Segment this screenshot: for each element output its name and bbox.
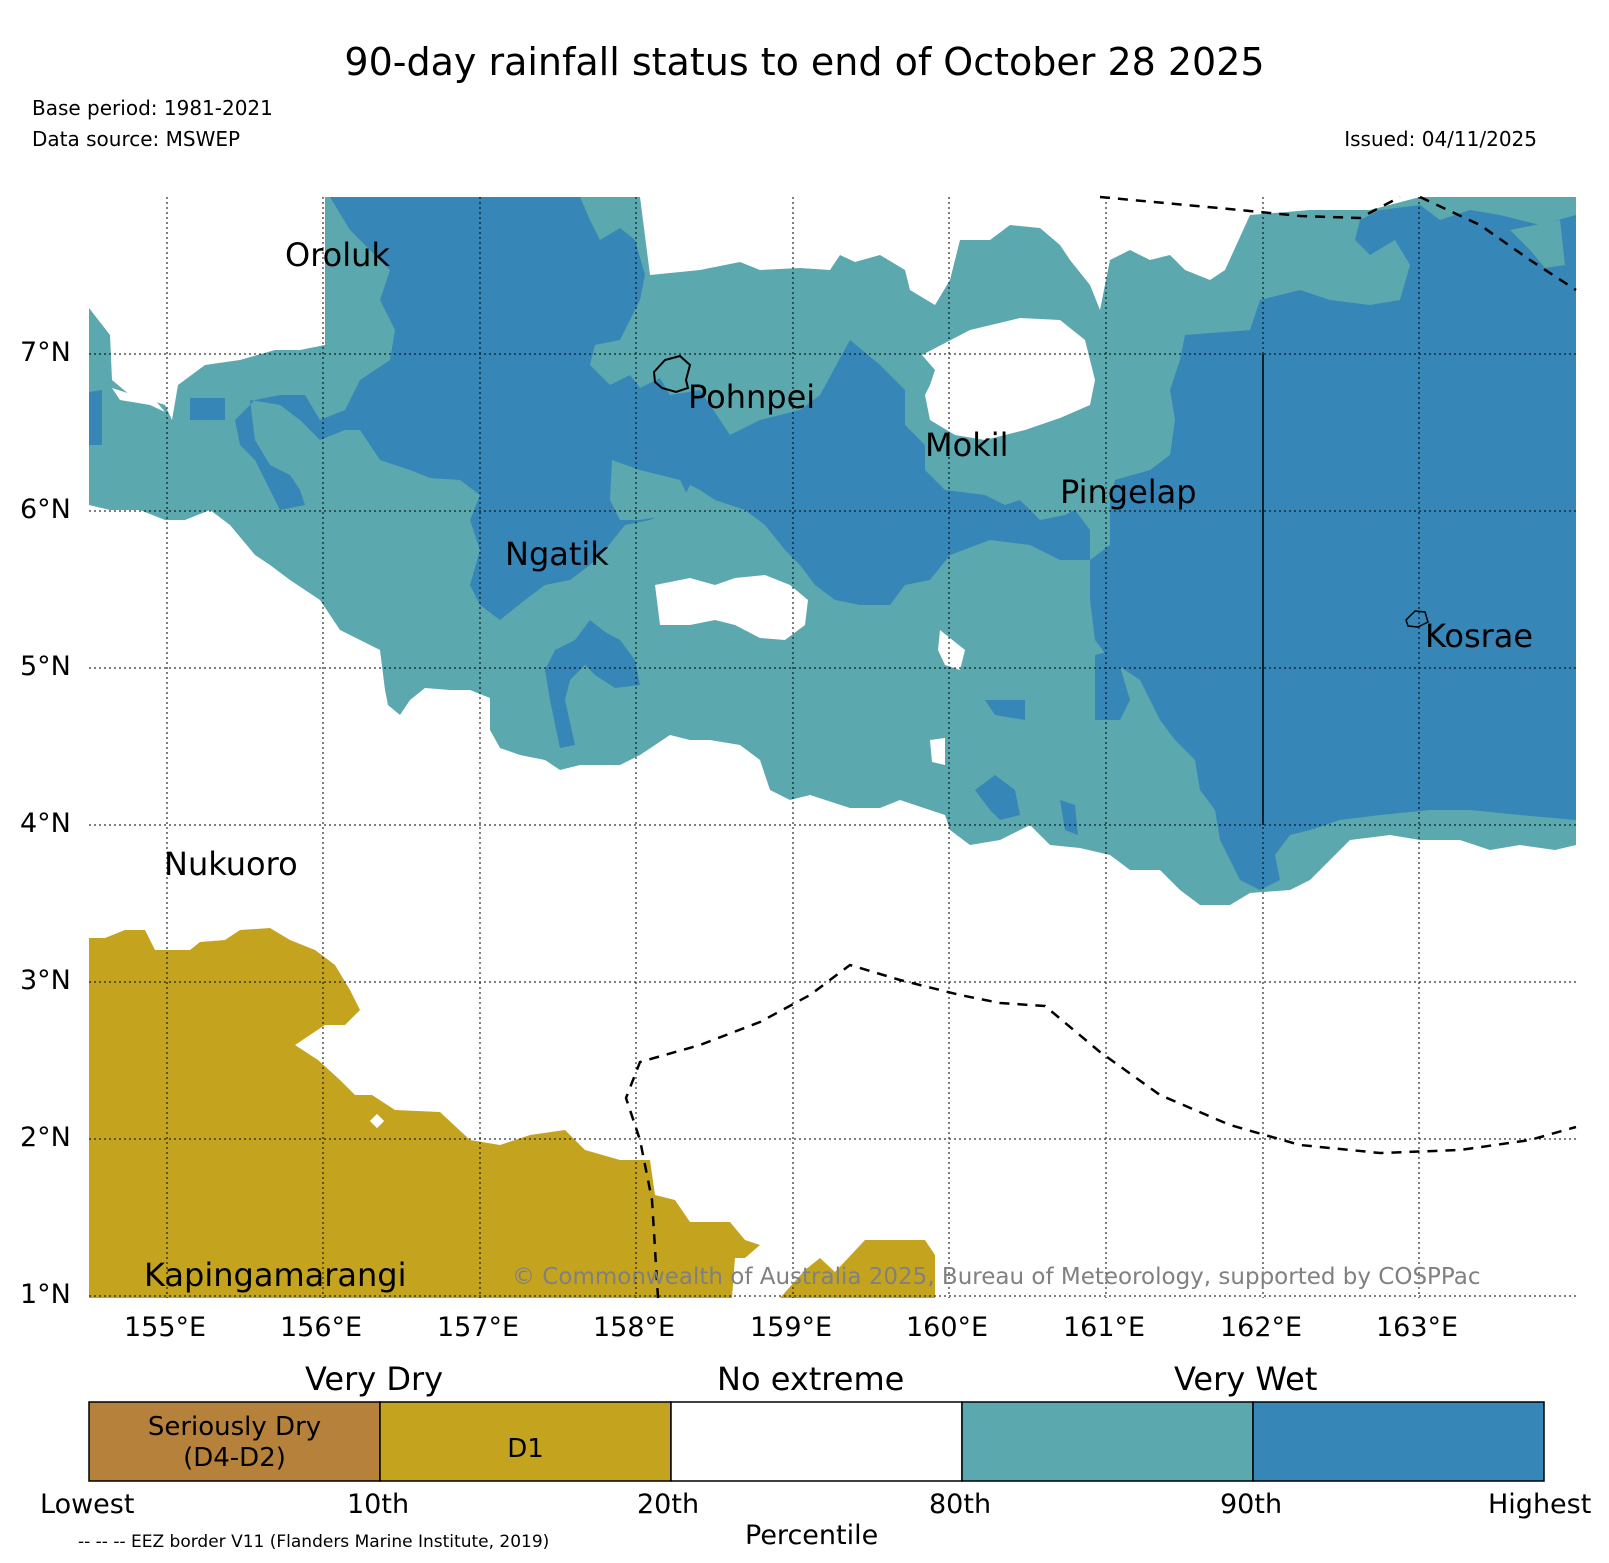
eez-border [624, 195, 1577, 1299]
lat-label: 6°N [20, 494, 71, 525]
lat-label: 7°N [20, 337, 71, 368]
copyright-notice: © Commonwealth of Australia 2025, Bureau… [512, 1264, 1481, 1290]
dry-d1-region-east [780, 1240, 935, 1298]
legend-heading-very-dry: Very Dry [305, 1360, 444, 1398]
legend-colorbar [88, 1401, 1545, 1482]
lat-label: 1°N [20, 1279, 71, 1310]
lon-label: 163°E [1376, 1312, 1459, 1343]
lon-label: 161°E [1063, 1312, 1146, 1343]
legend-box-label: Seriously Dry [147, 1412, 322, 1442]
legend-heading-very-wet: Very Wet [1174, 1360, 1318, 1398]
legend-box-80th-90th [961, 1401, 1254, 1482]
lon-label: 160°E [906, 1312, 989, 1343]
base-period: Base period: 1981-2021 [32, 96, 273, 120]
legend-tick: 10th [347, 1489, 410, 1520]
place-label-oroluk: Oroluk [285, 236, 390, 274]
legend-box-no-extreme [670, 1401, 963, 1482]
legend-box-d1 [379, 1401, 672, 1482]
legend-box-label: D1 [507, 1434, 544, 1464]
map-title: 90-day rainfall status to end of October… [344, 40, 1265, 84]
rainfall-layers [89, 197, 1576, 1298]
wet-90-region-east [1090, 205, 1576, 890]
place-label-pingelap: Pingelap [1060, 473, 1197, 511]
kosrae-island-outline [1405, 610, 1429, 628]
lon-label: 156°E [280, 1312, 363, 1343]
place-label-ngatik: Ngatik [505, 535, 609, 573]
legend-axis-label: Percentile [745, 1520, 879, 1551]
eez-note: -- -- -- EEZ border V11 (Flanders Marine… [78, 1532, 550, 1552]
place-label-kapingamarangi: Kapingamarangi [144, 1256, 407, 1294]
data-source: Data source: MSWEP [32, 127, 241, 151]
lon-label: 157°E [437, 1312, 520, 1343]
place-label-pohnpei: Pohnpei [688, 378, 816, 416]
place-label-kosrae: Kosrae [1425, 617, 1534, 655]
legend-tick: 80th [929, 1489, 992, 1520]
lon-label: 158°E [593, 1312, 676, 1343]
legend-heading-no-extreme: No extreme [717, 1360, 905, 1398]
place-label-nukuoro: Nukuoro [164, 845, 298, 883]
legend-box-90th-highest [1252, 1401, 1545, 1482]
lon-label: 162°E [1220, 1312, 1303, 1343]
lat-label: 2°N [20, 1122, 71, 1153]
lat-label: 3°N [20, 965, 71, 996]
legend-box-seriously-dry [88, 1401, 381, 1482]
legend-tick: 90th [1220, 1489, 1283, 1520]
issued-date: Issued: 04/11/2025 [1344, 127, 1537, 151]
place-label-mokil: Mokil [925, 426, 1009, 464]
legend-tick: Highest [1488, 1489, 1592, 1520]
wet-90-region-central [235, 197, 1090, 620]
lon-label: 155°E [124, 1312, 207, 1343]
legend-box-label: (D4-D2) [183, 1443, 286, 1473]
lon-label: 159°E [750, 1312, 833, 1343]
pohnpei-island-outline [652, 354, 692, 394]
legend-tick: 20th [637, 1489, 700, 1520]
dry-d1-region-west [89, 928, 760, 1298]
lat-label: 5°N [20, 651, 71, 682]
lat-label: 4°N [20, 808, 71, 839]
legend-tick: Lowest [40, 1489, 135, 1520]
